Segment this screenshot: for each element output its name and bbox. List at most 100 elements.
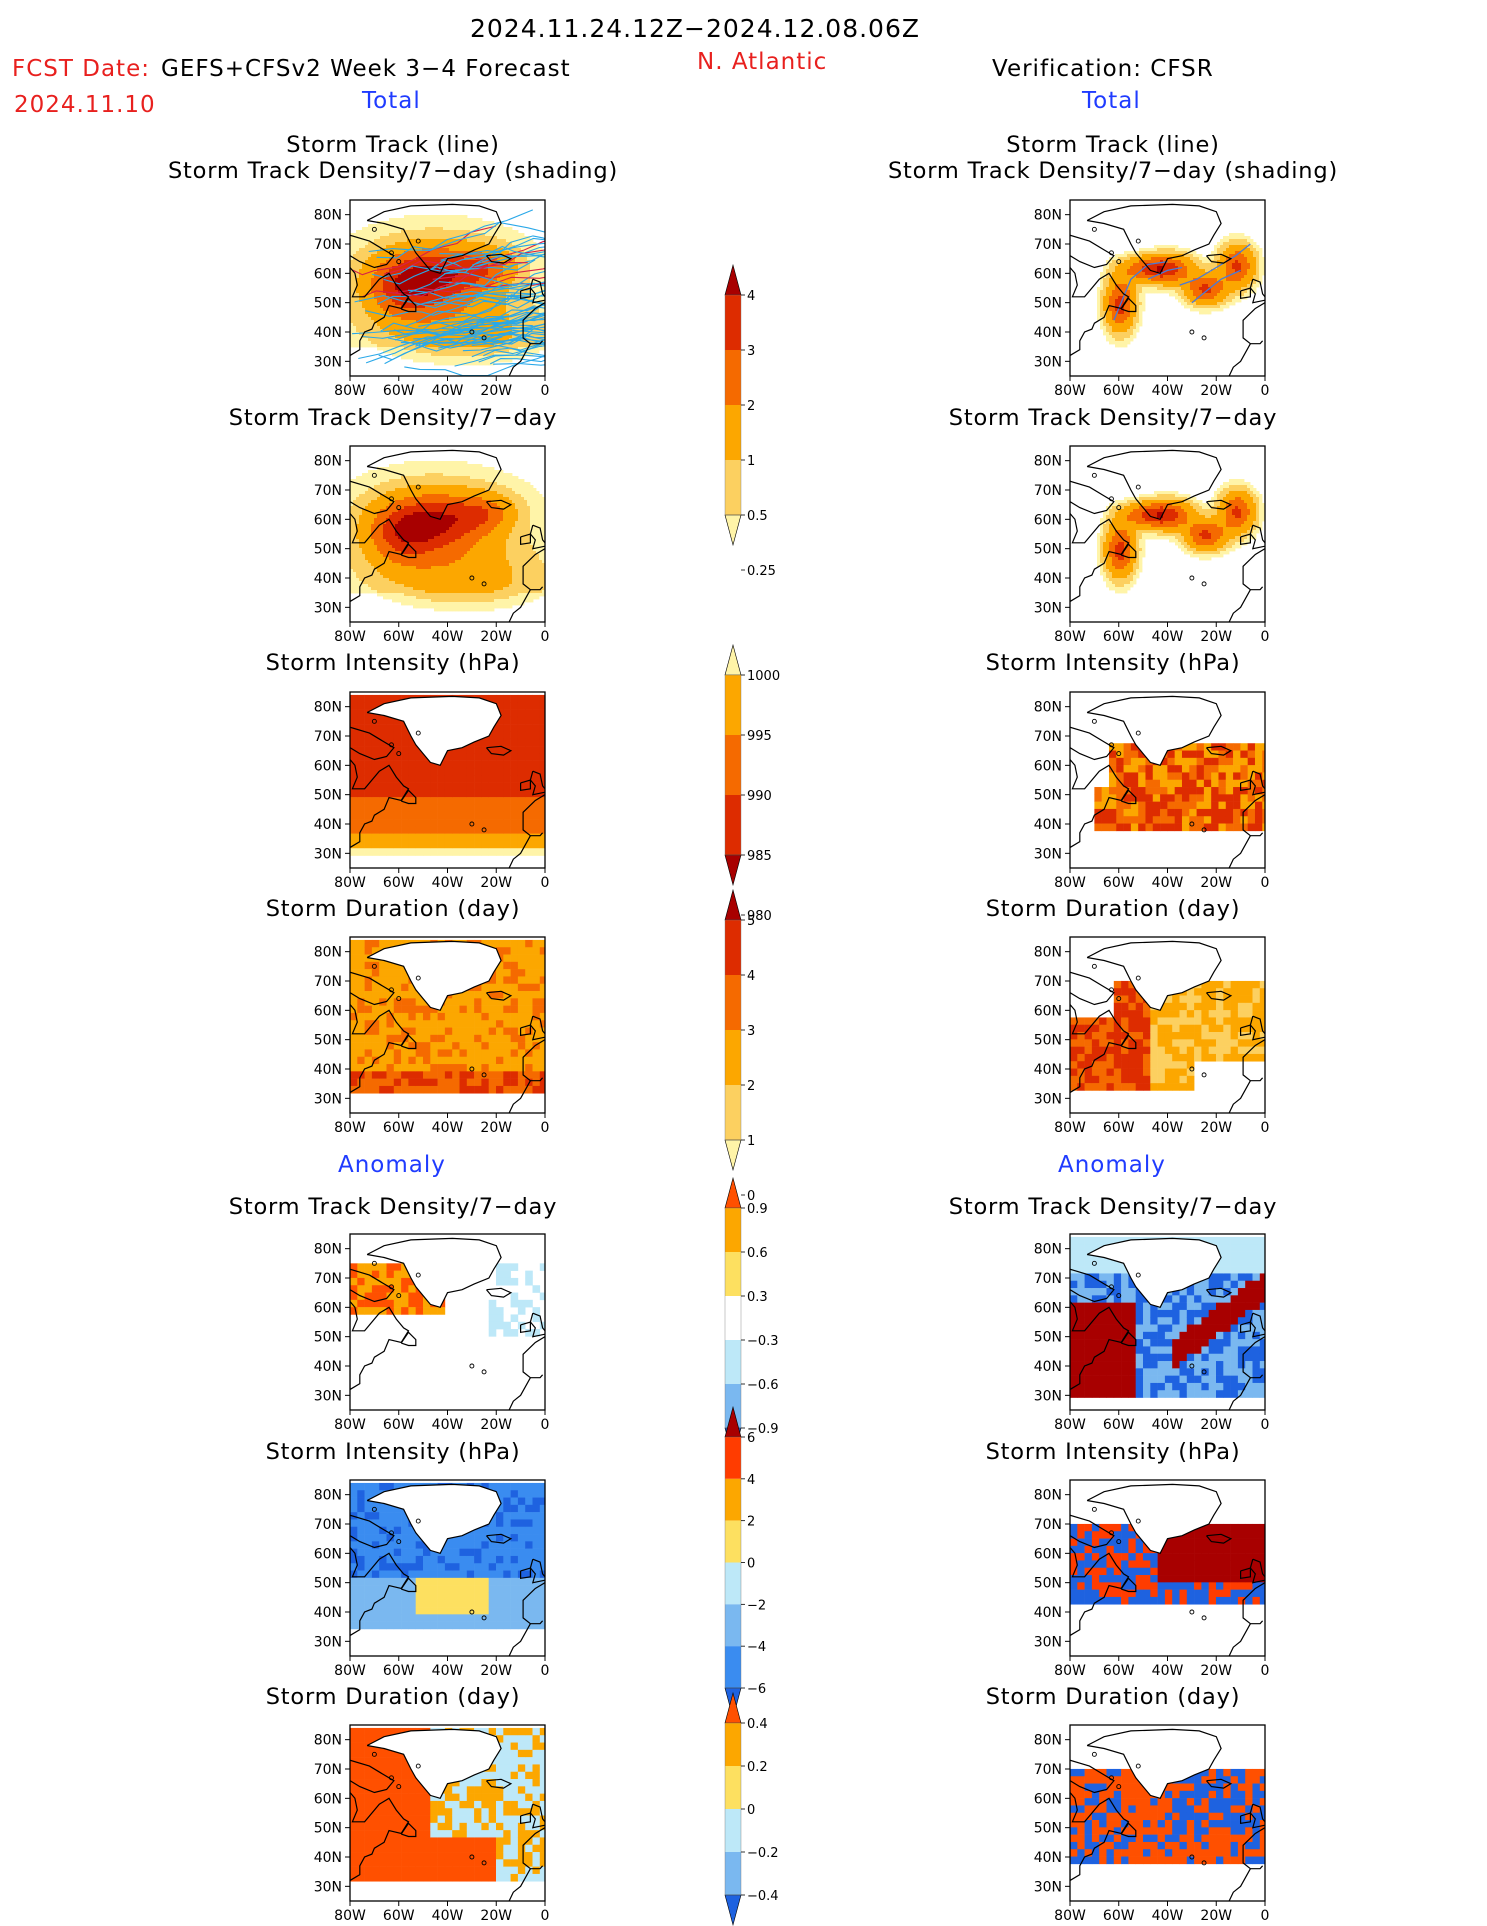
shade-cell — [380, 530, 383, 533]
shade-cell — [446, 356, 449, 359]
shade-cell — [467, 467, 470, 470]
shade-cell — [431, 539, 434, 542]
shade-cell — [377, 344, 380, 347]
shade-cell — [410, 254, 413, 257]
shade-cell — [422, 500, 425, 503]
shade-cell — [422, 521, 425, 524]
shade-cell — [473, 473, 476, 476]
shade-cell — [368, 476, 371, 479]
shade-cell — [422, 515, 425, 518]
shade-cell — [419, 515, 422, 518]
shade-cell — [449, 575, 452, 578]
shade-cell — [443, 536, 446, 539]
shade-cell — [431, 521, 434, 524]
shade-cell — [401, 326, 404, 329]
shade-cell — [458, 227, 461, 230]
shade-cell — [461, 224, 464, 227]
shade-cell — [422, 536, 425, 539]
shade-cell — [428, 296, 431, 299]
shade-cell — [467, 554, 470, 557]
shade-cell — [359, 242, 362, 245]
shade-cell — [476, 224, 479, 227]
shade-cell — [395, 497, 398, 500]
shade-cell — [398, 218, 401, 221]
shade-cell — [371, 257, 374, 260]
shade-cell — [452, 554, 455, 557]
shade-cell — [470, 500, 473, 503]
shade-cell — [467, 563, 470, 566]
shade-cell — [380, 242, 383, 245]
shade-cell — [449, 563, 452, 566]
shade-cell — [419, 533, 422, 536]
shade-cell — [458, 509, 461, 512]
shade-cell — [470, 278, 473, 281]
shade-cell — [389, 584, 392, 587]
shade-cell — [362, 584, 365, 587]
shade-cell — [410, 479, 413, 482]
shade-cell — [407, 506, 410, 509]
shade-cell — [473, 521, 476, 524]
shade-cell — [500, 230, 503, 233]
shade-cell — [407, 497, 410, 500]
shade-cell — [437, 542, 440, 545]
shade-cell — [383, 533, 386, 536]
shade-cell — [362, 287, 365, 290]
shade-cell — [446, 572, 449, 575]
shade-cell — [404, 317, 407, 320]
shade-cell — [353, 329, 356, 332]
shade-cell — [455, 248, 458, 251]
shade-cell — [428, 257, 431, 260]
shade-cell — [398, 560, 401, 563]
shade-cell — [467, 476, 470, 479]
shade-cell — [398, 599, 401, 602]
shade-cell — [449, 587, 452, 590]
shade-cell — [452, 542, 455, 545]
shade-cell — [401, 278, 404, 281]
shade-cell — [389, 545, 392, 548]
shade-cell — [383, 302, 386, 305]
shade-cell — [371, 470, 374, 473]
shade-cell — [404, 569, 407, 572]
shade-cell — [452, 521, 455, 524]
shade-cell — [428, 497, 431, 500]
shade-cell — [362, 281, 365, 284]
shade-cell — [413, 269, 416, 272]
shade-cell — [353, 242, 356, 245]
shade-cell — [410, 515, 413, 518]
shade-cell — [407, 560, 410, 563]
shade-cell — [467, 584, 470, 587]
shade-cell — [434, 254, 437, 257]
shade-cell — [389, 539, 392, 542]
shade-cell — [374, 557, 377, 560]
shade-cell — [380, 560, 383, 563]
shade-cell — [464, 503, 467, 506]
shade-cell — [461, 521, 464, 524]
shade-cell — [383, 473, 386, 476]
shade-cell — [359, 317, 362, 320]
shade-cell — [404, 518, 407, 521]
shade-cell — [416, 593, 419, 596]
shade-cell — [422, 227, 425, 230]
shade-cell — [473, 533, 476, 536]
shade-cell — [455, 533, 458, 536]
shade-cell — [434, 221, 437, 224]
shade-cell — [452, 359, 455, 362]
shade-cell — [401, 470, 404, 473]
shade-cell — [416, 317, 419, 320]
shade-cell — [446, 521, 449, 524]
shade-cell — [383, 239, 386, 242]
shade-cell — [464, 482, 467, 485]
shade-cell — [431, 569, 434, 572]
shade-cell — [434, 470, 437, 473]
shade-cell — [437, 353, 440, 356]
shade-cell — [377, 557, 380, 560]
shade-cell — [380, 548, 383, 551]
shade-cell — [425, 245, 428, 248]
shade-cell — [413, 482, 416, 485]
shade-cell — [446, 587, 449, 590]
shade-cell — [383, 545, 386, 548]
shade-cell — [386, 317, 389, 320]
shade-cell — [464, 509, 467, 512]
shade-cell — [425, 590, 428, 593]
shade-cell — [374, 236, 377, 239]
